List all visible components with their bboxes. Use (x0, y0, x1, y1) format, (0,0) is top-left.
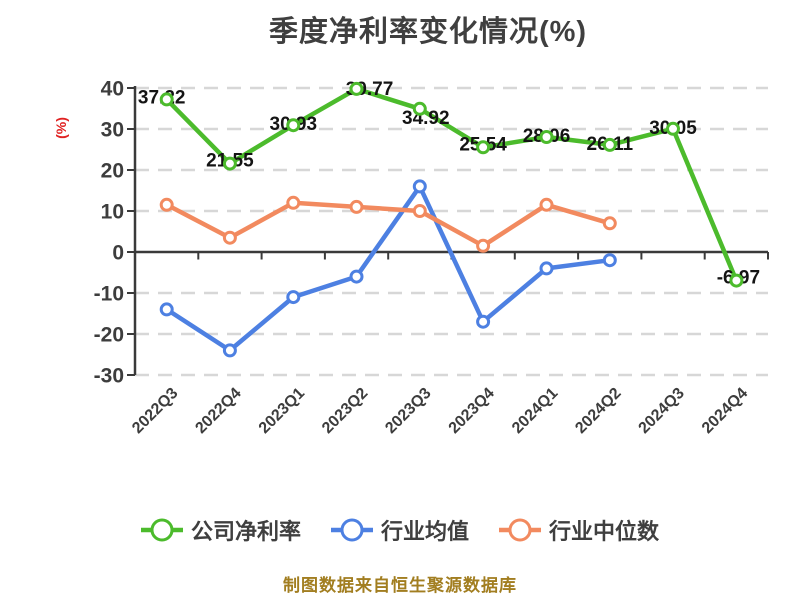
x-tick-label: 2024Q2 (572, 385, 624, 437)
x-tick-label: 2022Q3 (129, 385, 181, 437)
point-marker-s1 (349, 269, 364, 284)
point-marker-s2 (349, 199, 364, 214)
x-tick-label: 2022Q4 (192, 385, 244, 437)
point-marker-s1 (286, 290, 301, 305)
point-marker-s2 (286, 195, 301, 210)
point-marker-s0 (539, 130, 554, 144)
point-marker-s0 (286, 118, 301, 133)
legend: 公司净利率 行业均值 行业中位数 (0, 514, 800, 546)
x-tick-label: 2023Q3 (382, 385, 434, 437)
y-axis-unit-label: (%) (53, 117, 69, 139)
point-marker-s0 (412, 101, 427, 116)
y-tick-label: 30 (101, 119, 124, 142)
x-tick-label: 2024Q4 (699, 385, 751, 437)
y-tick-label: -30 (94, 365, 124, 388)
point-marker-s1 (476, 314, 491, 329)
x-tick-label: 2024Q1 (509, 385, 561, 437)
point-marker-s1 (602, 253, 617, 268)
legend-item-0[interactable]: 公司净利率 (140, 514, 301, 546)
x-tick-label: 2023Q4 (446, 385, 498, 437)
point-marker-s1 (539, 261, 554, 276)
legend-label: 公司净利率 (190, 519, 301, 544)
point-marker-s2 (476, 238, 491, 253)
y-tick-label: -20 (94, 324, 124, 347)
point-marker-s2 (222, 230, 237, 245)
x-tick-label: 2023Q2 (319, 385, 371, 437)
point-marker-s2 (602, 216, 617, 231)
legend-marker-icon (499, 518, 541, 542)
point-marker-s0 (729, 273, 744, 288)
legend-label: 行业中位数 (549, 519, 660, 544)
point-marker-s2 (412, 204, 427, 218)
point-marker-s0 (159, 92, 174, 107)
series-line-1 (164, 184, 613, 353)
point-marker-s0 (222, 156, 237, 171)
legend-label: 行业均值 (380, 519, 469, 544)
value-label: 34.92 (402, 108, 450, 129)
series-line-2 (164, 200, 613, 249)
chart-title: 季度净利率变化情况(%) (268, 16, 588, 48)
point-marker-s0 (349, 81, 364, 96)
point-marker-s1 (159, 302, 174, 317)
x-tick-label: 2023Q1 (256, 385, 308, 437)
legend-item-2[interactable]: 行业中位数 (499, 514, 659, 546)
y-tick-label: 20 (101, 160, 124, 183)
point-marker-s0 (602, 137, 617, 152)
point-marker-s1 (222, 343, 237, 358)
legend-marker-icon (330, 518, 373, 542)
point-marker-s1 (412, 179, 427, 194)
y-tick-label: 10 (101, 201, 124, 224)
y-tick-label: -10 (94, 283, 124, 306)
point-marker-s2 (159, 197, 174, 212)
point-marker-s0 (666, 121, 680, 136)
y-tick-label: 40 (101, 78, 124, 101)
series-line-0 (164, 86, 739, 283)
data-source-note: 制图数据来自恒生聚源数据库 (283, 576, 517, 595)
y-tick-label: 0 (112, 242, 124, 265)
point-marker-s2 (539, 197, 554, 212)
legend-marker-icon (140, 518, 183, 542)
point-marker-s0 (476, 140, 491, 155)
legend-item-1[interactable]: 行业均值 (330, 514, 469, 546)
x-tick-label: 2024Q3 (636, 385, 688, 437)
